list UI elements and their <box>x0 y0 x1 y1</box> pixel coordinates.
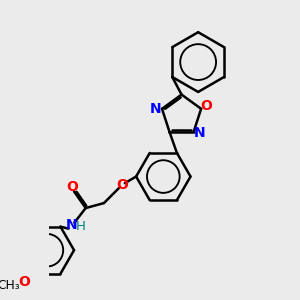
Text: O: O <box>67 181 78 194</box>
Text: N: N <box>66 218 77 232</box>
Text: O: O <box>200 99 212 113</box>
Text: O: O <box>116 178 128 192</box>
Text: N: N <box>194 127 206 140</box>
Text: O: O <box>18 275 30 289</box>
Text: CH₃: CH₃ <box>0 279 20 292</box>
Text: N: N <box>150 102 162 116</box>
Text: H: H <box>76 220 86 233</box>
